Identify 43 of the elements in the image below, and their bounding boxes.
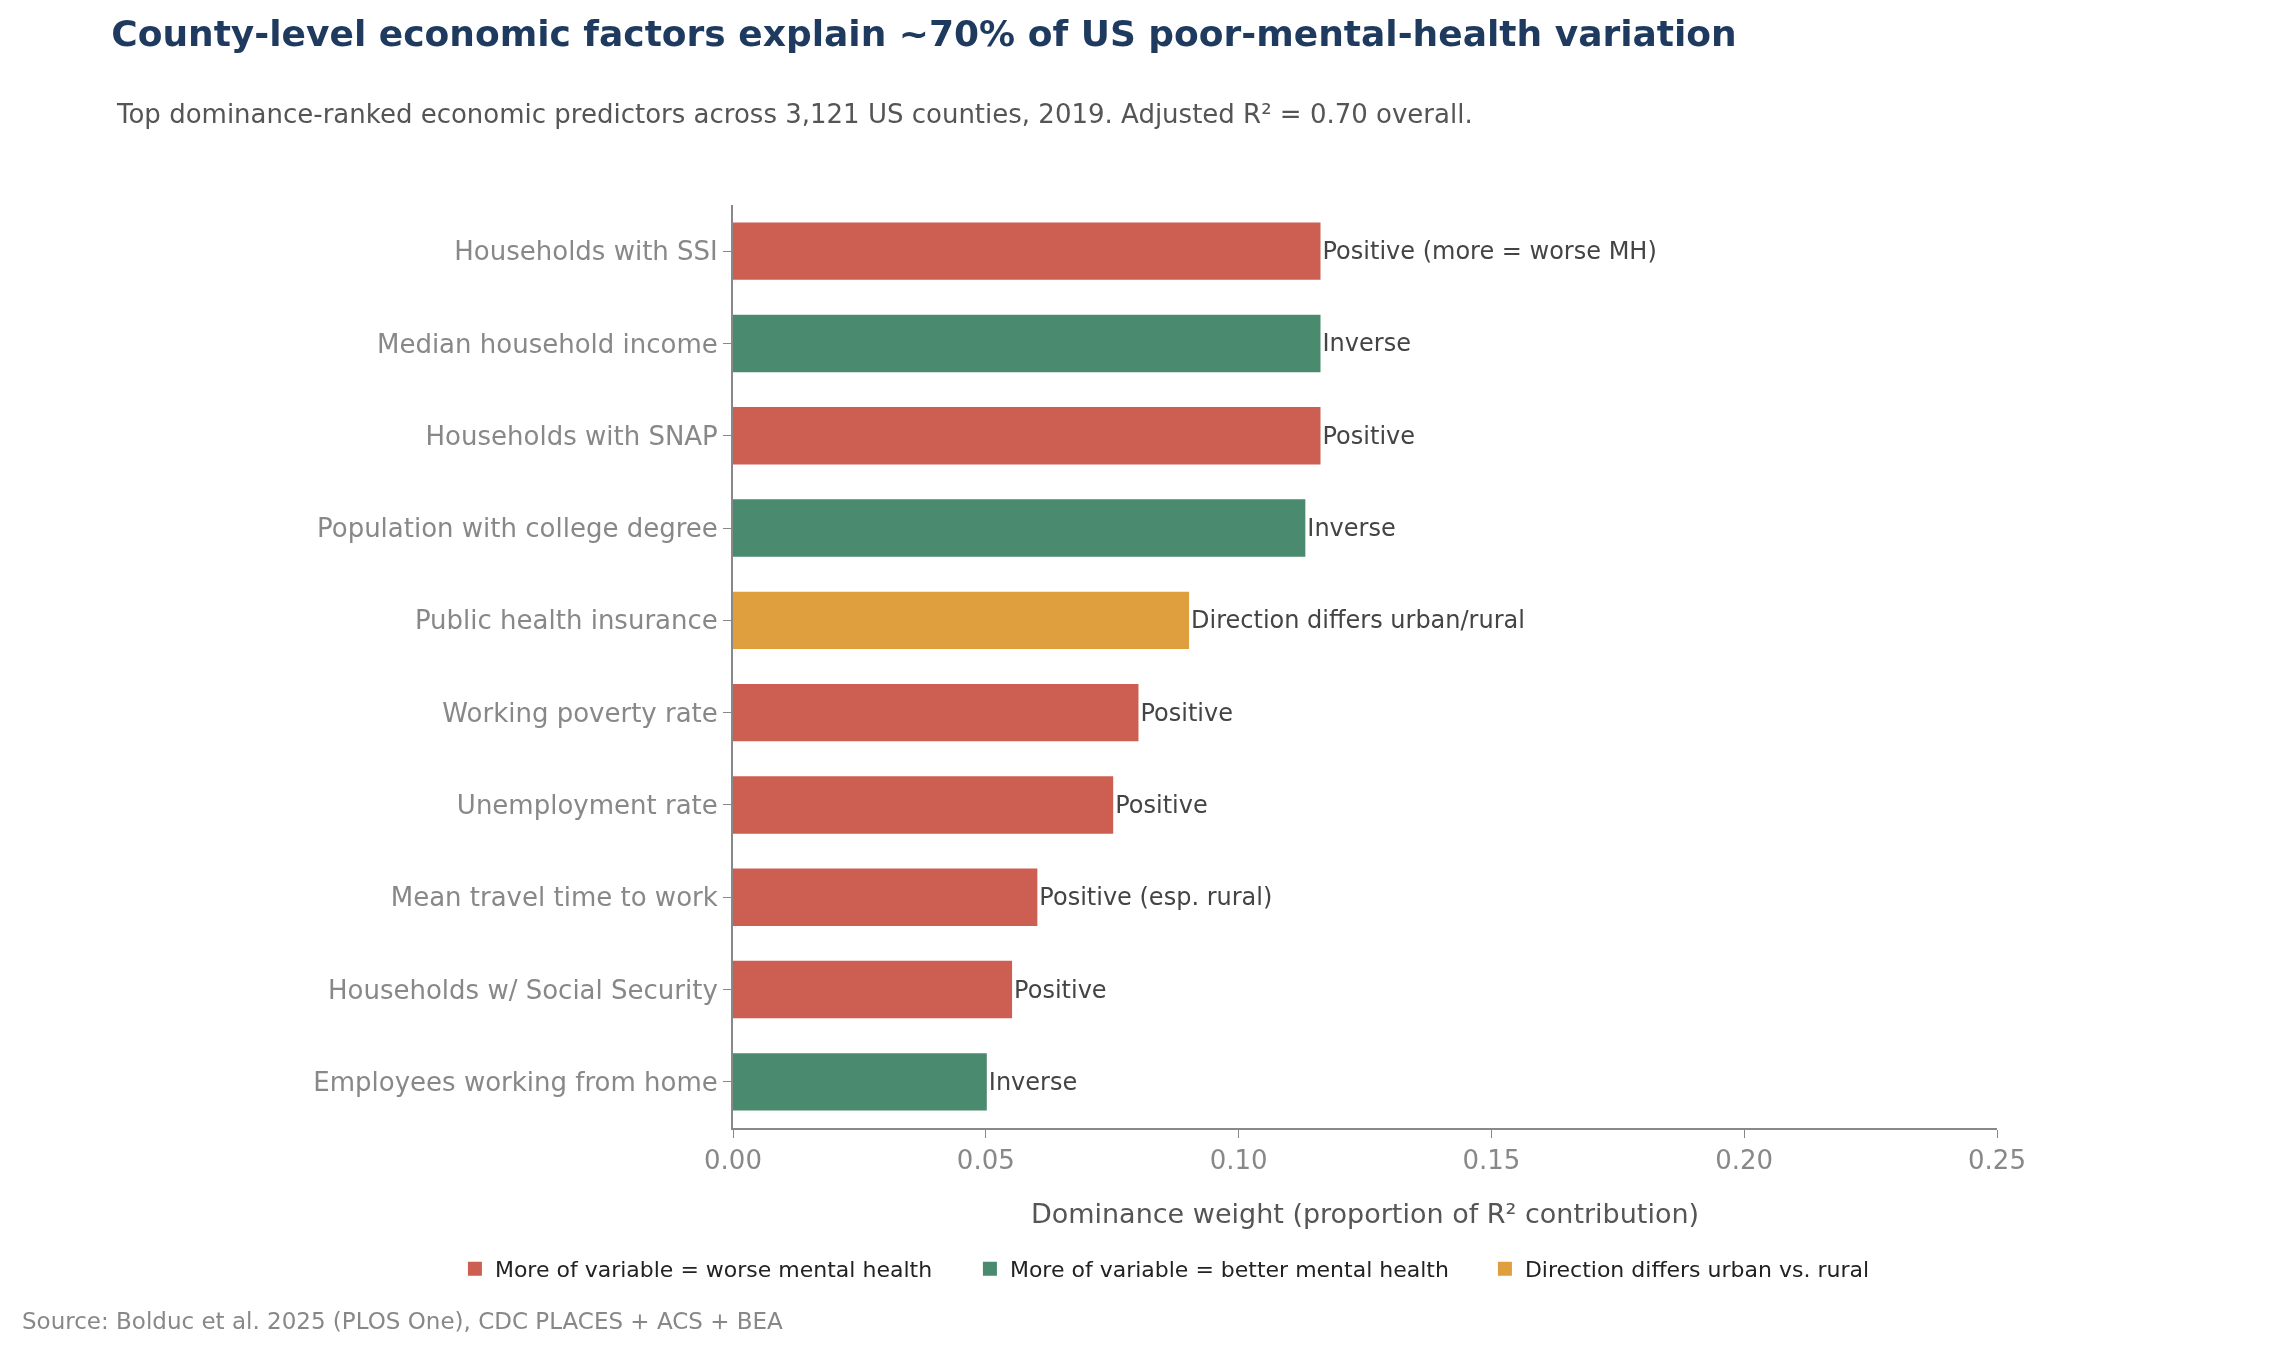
data-label: Positive (1014, 975, 1107, 1004)
bar (733, 776, 1114, 834)
text: 0.10 (1209, 1145, 1268, 1176)
bar (733, 960, 1013, 1019)
x-tick-label: 0.25 (1968, 1145, 2026, 1176)
data-label: Direction differs urban/rural (1191, 606, 1525, 635)
y-tick-label: Median household income (376, 328, 718, 359)
bar (733, 683, 1139, 742)
y-tick-label: Unemployment rate (456, 790, 718, 821)
data-label: Positive (1140, 698, 1234, 727)
bar (733, 868, 1038, 926)
data-label: Inverse (1322, 329, 1411, 358)
chart-subtitle: Top dominance-ranked economic predictors across 3,121 US counties, 2019. Adjusted R² = 0.70 overall. (116, 99, 1473, 129)
data-label: Positive (1322, 421, 1416, 450)
y-tick-label: Population with college degree (316, 513, 718, 544)
x-tick-label: 0.15 (1462, 1145, 1521, 1176)
bar (733, 499, 1306, 557)
x-tick-label: 0.05 (956, 1145, 1015, 1176)
y-tick-label: Public health insurance (414, 605, 718, 636)
text: 0.20 (1715, 1145, 1774, 1176)
chart-title: County-level economic factors explain ~70% of US poor-mental-health variation (111, 12, 1737, 54)
y-tick-label: Households with SNAP (425, 420, 718, 451)
data-label: Positive (esp. rural) (1039, 883, 1273, 912)
data-label: Positive (1115, 790, 1208, 819)
data-label: Inverse (1307, 514, 1396, 543)
text: 0.00 (704, 1145, 762, 1176)
bar (733, 222, 1321, 280)
bar (733, 407, 1321, 465)
legend-label: Direction differs urban vs. rural (1524, 1257, 1870, 1283)
y-tick-label: Working poverty rate (442, 697, 718, 728)
bar (733, 314, 1321, 373)
bar (733, 591, 1190, 650)
y-tick-label: Households w/ Social Security (327, 974, 718, 1005)
data-label: Positive (more = worse MH) (1322, 237, 1657, 266)
bar (733, 1053, 987, 1111)
data-label: Inverse (988, 1067, 1078, 1096)
source-note: Source: Bolduc et al. 2025 (PLOS One), CDC PLACES + ACS + BEA (22, 1308, 784, 1334)
y-tick-label: Employees working from home (313, 1066, 718, 1097)
legend-label: More of variable = worse mental health (494, 1257, 933, 1283)
y-tick-label: Mean travel time to work (390, 882, 718, 913)
legend-label: More of variable = better mental health (1009, 1257, 1449, 1283)
x-axis-title: Dominance weight (proportion of R² contribution) (1030, 1198, 1700, 1230)
y-tick-label: Households with SSI (454, 236, 718, 267)
